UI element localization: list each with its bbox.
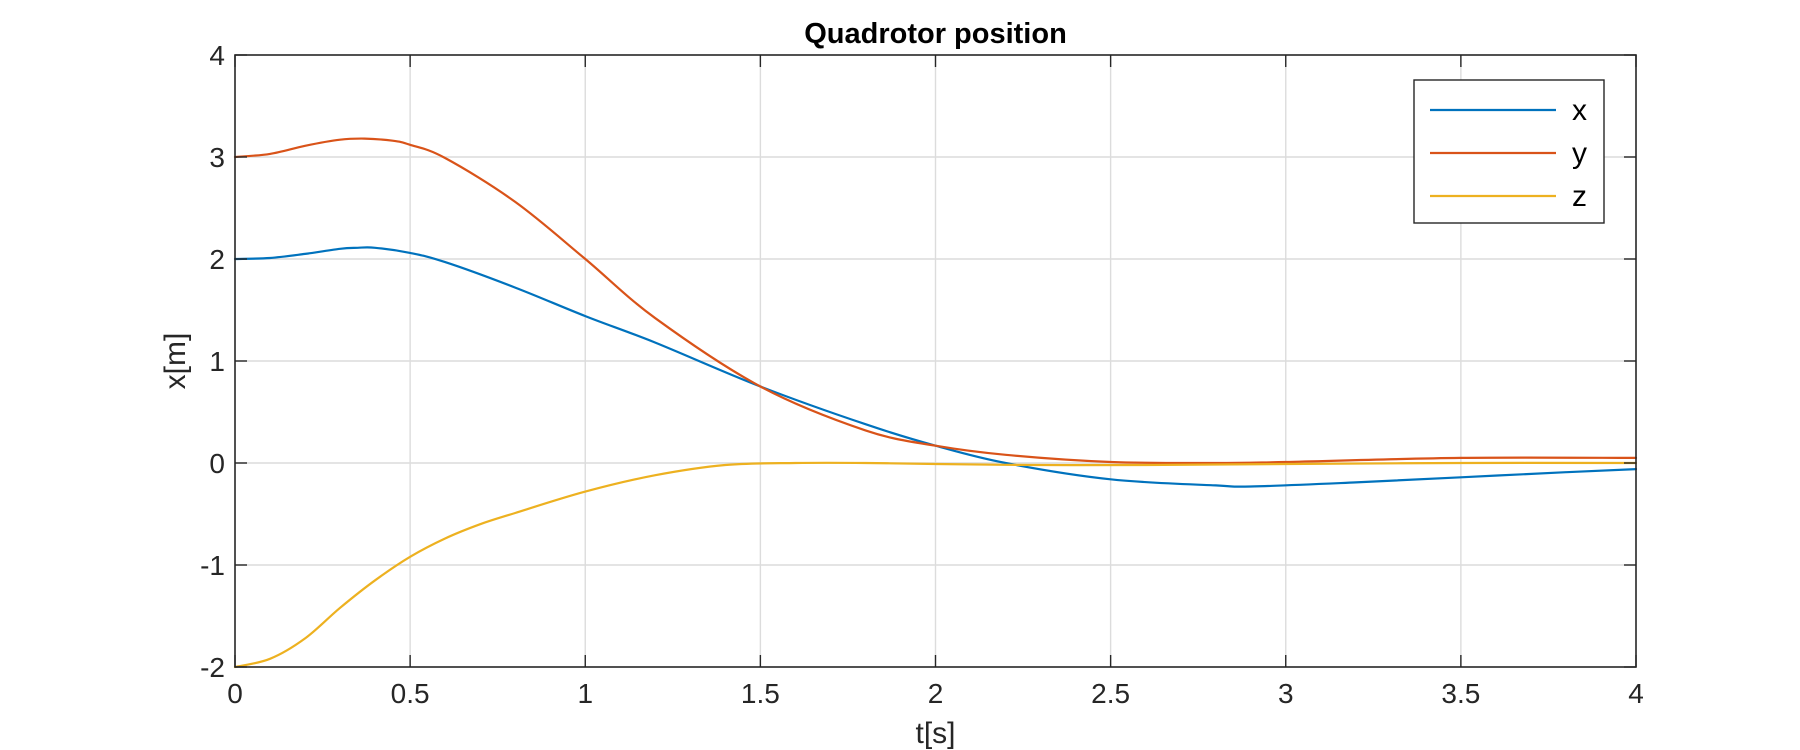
legend-label-z: z: [1572, 180, 1587, 213]
series-line-x: [233, 246, 1638, 488]
x-tick-label: 2: [928, 678, 944, 709]
x-tick-label: 3.5: [1441, 678, 1480, 709]
x-axis-label: t[s]: [915, 717, 955, 750]
y-tick-label: 3: [209, 142, 225, 173]
grid: [235, 55, 1636, 667]
y-tick-label: -1: [200, 550, 225, 581]
y-tick-label: -2: [200, 652, 225, 683]
x-tick-label: 1.5: [741, 678, 780, 709]
x-tick-label: 3: [1278, 678, 1294, 709]
legend-label-y: y: [1572, 137, 1587, 170]
y-tick-label: 2: [209, 244, 225, 275]
chart-title: Quadrotor position: [804, 18, 1067, 50]
legend-label-x: x: [1572, 94, 1587, 127]
series-line-z: [233, 461, 1638, 669]
x-tick-label: 2.5: [1091, 678, 1130, 709]
x-tick-label: 1: [577, 678, 593, 709]
y-axis-label: x[m]: [159, 333, 192, 390]
legend: xyz: [1413, 79, 1605, 224]
y-tick-label: 0: [209, 448, 225, 479]
series-group: [233, 137, 1638, 669]
series-line-y: [233, 137, 1638, 465]
legend-box: [1413, 79, 1605, 224]
ticks: 0 0.5 1 1.5 2 2.5 3 3.5 4 -2 -1 0 1 2 3 4: [200, 40, 1644, 709]
y-tick-label: 4: [209, 40, 225, 71]
x-tick-label: 0.5: [391, 678, 430, 709]
x-tick-label: 4: [1628, 678, 1644, 709]
x-tick-label: 0: [227, 678, 243, 709]
y-tick-label: 1: [209, 346, 225, 377]
